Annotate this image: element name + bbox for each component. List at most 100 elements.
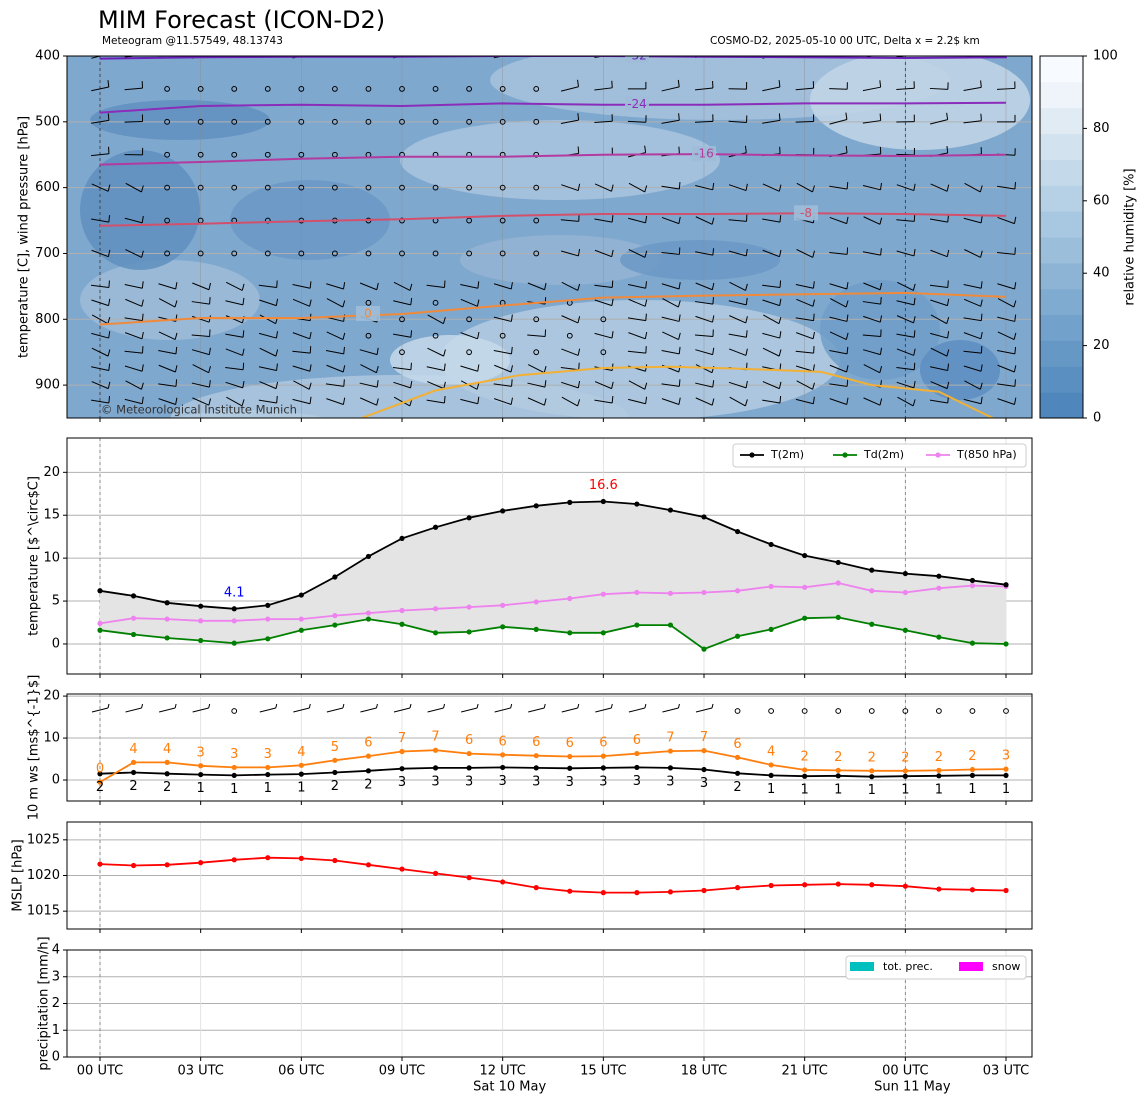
colorbar-tick-label: 40 [1093,266,1110,281]
wind-barb [292,398,311,405]
wind-barb-calm [466,316,473,323]
data-point [164,616,170,622]
data-point [634,589,640,596]
colorbar-band [1040,340,1083,367]
wind-barb-flag [208,380,211,388]
wind-barb-flag [376,380,379,388]
data-point [1003,887,1009,894]
data-point [365,610,372,616]
wind-barb-flag [644,299,648,307]
wind-barb-calm [499,184,506,191]
wind-barb-flag [678,379,681,387]
wind-barb [191,349,210,356]
wind-barb [494,707,511,713]
gust-value-label: 3 [264,747,272,762]
data-point [298,616,304,622]
wind-value-label: 1 [834,782,842,797]
wind-barb-flag [577,703,580,709]
wind-barb-flag [174,365,178,373]
gust-value-label: 3 [230,747,238,762]
wind-barb [628,182,646,193]
wind-barb-flag [778,381,782,389]
wind-barb [259,707,276,713]
wind-barb [124,398,143,405]
wind-barb [594,249,612,258]
wind-barb-flag [812,396,815,404]
data-point [265,771,271,778]
wind-barb [963,350,982,354]
wind-barb-flag [644,185,648,193]
wind-barb [125,182,142,193]
wind-barb-calm [231,118,238,125]
wind-barb-flag [846,346,849,354]
wind-barb-calm [969,708,976,714]
wind-value-label: 1 [264,781,272,796]
wind-barb-flag [476,299,480,307]
wind-barb-flag [946,381,950,389]
gust-value-label: 7 [700,730,708,745]
isotherm-label-bg [625,96,649,112]
data-point [97,771,103,777]
humidity-contour-region [230,180,390,260]
wind-barb-calm [868,708,875,714]
wind-barb-flag [745,330,748,338]
data-point [802,773,808,779]
gust-value-label: 4 [129,742,137,757]
wind-barb [829,119,848,125]
wind-barb [125,380,142,390]
wind-barb-flag [577,146,580,154]
wind-barb-flag [610,703,613,709]
wind-barb [225,367,244,371]
data-point [164,771,170,777]
wind-barb-calm [231,151,238,158]
wind-barb [426,366,445,371]
wind-barb-flag [276,363,278,371]
wind-barb [460,707,478,713]
wind-barb-flag [577,316,581,324]
wind-barb-flag [107,381,111,389]
data-point [298,771,304,777]
wind-barb-flag [309,396,312,404]
wind-barb-calm [399,316,405,323]
data-point [500,764,506,771]
wind-barb-flag [913,297,916,305]
wind-barb-flag [443,349,446,357]
colorbar-tick-label: 20 [1093,338,1110,353]
wind-barb-flag [107,316,111,324]
wind-barb-calm [399,184,405,191]
wind-barb-flag [946,184,950,192]
wind-barb-calm [365,250,372,257]
wind-barb-flag [141,382,144,390]
wind-barb-flag [879,113,882,121]
wind-value-label: 3 [633,774,641,789]
wind-value-label: 1 [968,782,976,797]
wind-barb [124,87,143,91]
cross-section-panel: -32 -24 -16 -8 0 400 500 600 700 800 900 temperatur… [17,49,1033,422]
wind-barb [360,364,377,374]
wind-barb [91,381,109,390]
wind-barb-flag [947,363,950,371]
wind-barb [493,398,512,405]
data-point [365,768,372,774]
wind-barb [896,367,915,371]
wind-barb [124,365,143,372]
wind-value-label: 3 [666,774,674,789]
wind-barb-flag [980,396,983,404]
wind-barb-flag [812,382,815,390]
y-tick-label: 0 [52,1050,60,1065]
data-point [667,889,674,895]
wind-barb-flag [276,395,278,403]
wind-barb [326,707,344,713]
wind-barb [158,298,176,308]
data-point [231,640,237,646]
data-point [97,588,103,594]
wind-barb [493,283,512,290]
wind-barb-flag [141,364,144,372]
axes-frame [66,55,1033,419]
axes-frame [66,437,1033,675]
wind-barb-flag [979,185,983,193]
wind-barb-flag [477,331,480,339]
gust-value-label: 2 [901,750,909,765]
